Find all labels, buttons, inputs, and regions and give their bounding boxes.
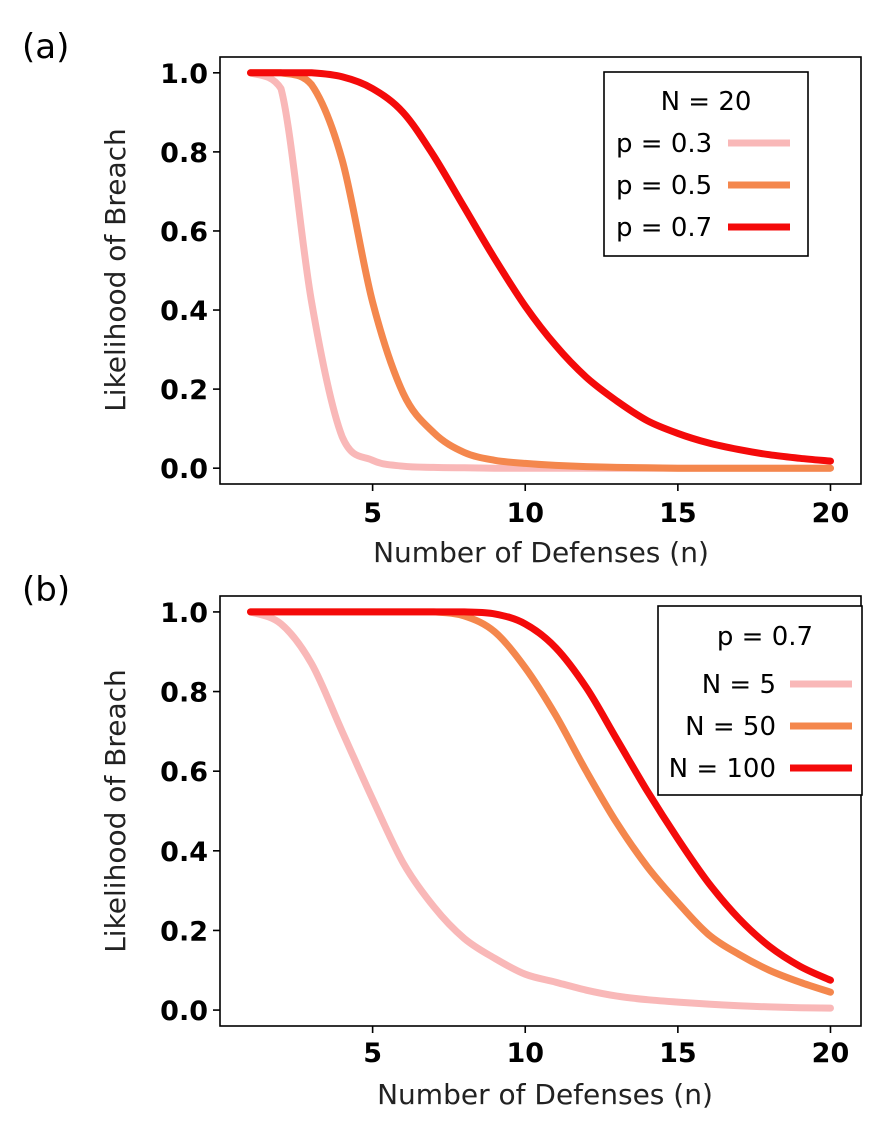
panel-b-plot-frame bbox=[219, 595, 862, 1027]
panel-a-y-tick-label: 0.0 bbox=[160, 454, 208, 485]
panel-b-x-tick-label: 15 bbox=[659, 1038, 697, 1069]
panel-a-legend-label: p = 0.5 bbox=[616, 171, 712, 201]
panel-a-x-tick-label: 20 bbox=[812, 498, 850, 529]
panel-b-x-tick-label: 10 bbox=[506, 1038, 544, 1069]
panel-b-y-tick-label: 0.8 bbox=[160, 678, 208, 709]
panel-b-x-tick-label: 20 bbox=[812, 1038, 850, 1069]
panel-a-x-tick-label: 5 bbox=[363, 498, 382, 529]
panel-a-y-tick-label: 0.6 bbox=[160, 217, 208, 248]
panel-a-y-ticks: 0.0 0.2 0.4 0.6 0.8 1.0 bbox=[160, 59, 220, 485]
panel-b-y-tick-label: 0.0 bbox=[160, 996, 208, 1027]
panel-b-legend-label: N = 5 bbox=[702, 670, 776, 700]
panel-b-y-tick-label: 0.4 bbox=[160, 837, 208, 868]
panel-b-x-axis-label: Number of Defenses (n) bbox=[377, 1078, 713, 1111]
panel-b-legend-title: p = 0.7 bbox=[717, 622, 813, 652]
panel-b-series-line-n-5 bbox=[247, 608, 834, 1012]
panel-b-series-line-n-100 bbox=[247, 608, 834, 984]
panel-a-x-ticks: 5 10 15 20 bbox=[363, 484, 849, 529]
panel-b-y-ticks: 0.0 0.2 0.4 0.6 0.8 1.0 bbox=[160, 598, 220, 1027]
panel-b-y-tick-label: 0.6 bbox=[160, 757, 208, 788]
panel-a-x-tick-label: 15 bbox=[659, 498, 697, 529]
panel-a-series-line-p-0-7 bbox=[247, 69, 834, 465]
panel-b-y-tick-label: 1.0 bbox=[160, 598, 208, 629]
panel-a-plot-frame bbox=[219, 56, 862, 485]
panel-b-legend: p = 0.7 N = 5 N = 50 N = 100 bbox=[657, 605, 863, 796]
panel-a-legend-label: p = 0.7 bbox=[616, 213, 712, 243]
panel-a-legend-label: p = 0.3 bbox=[616, 129, 712, 159]
panel-a-y-tick-label: 1.0 bbox=[160, 59, 208, 90]
panel-a-y-tick-label: 0.8 bbox=[160, 138, 208, 169]
panel-b-y-axis-label: Likelihood of Breach bbox=[99, 669, 132, 953]
panel-a-legend: N = 20 p = 0.3 p = 0.5 p = 0.7 bbox=[603, 71, 809, 257]
panel-b-legend-box bbox=[657, 605, 863, 796]
panel-b-legend-label: N = 100 bbox=[669, 754, 776, 784]
panel-a-legend-box bbox=[603, 71, 809, 257]
panel-a-x-axis-label: Number of Defenses (n) bbox=[373, 536, 709, 569]
panel-a-series-line-p-0-5 bbox=[247, 69, 834, 472]
panel-a: (a) 5 10 15 20 0.0 0.2 0.4 0.6 0.8 1.0 bbox=[22, 27, 862, 569]
panel-b-label: (b) bbox=[22, 570, 70, 610]
panel-b-legend-label: N = 50 bbox=[685, 712, 776, 742]
panel-b-x-tick-label: 5 bbox=[363, 1038, 382, 1069]
panel-a-legend-title: N = 20 bbox=[661, 87, 752, 117]
panel-a-x-tick-label: 10 bbox=[506, 498, 544, 529]
panel-a-y-tick-label: 0.4 bbox=[160, 296, 208, 327]
panel-b-y-tick-label: 0.2 bbox=[160, 916, 208, 947]
panel-b: (b) 5 10 15 20 0.0 0.2 0.4 0.6 0.8 1.0 bbox=[22, 570, 863, 1111]
panel-b-x-ticks: 5 10 15 20 bbox=[363, 1026, 849, 1069]
panel-a-y-axis-label: Likelihood of Breach bbox=[99, 128, 132, 412]
panel-a-label: (a) bbox=[22, 27, 69, 67]
panel-a-y-tick-label: 0.2 bbox=[160, 375, 208, 406]
